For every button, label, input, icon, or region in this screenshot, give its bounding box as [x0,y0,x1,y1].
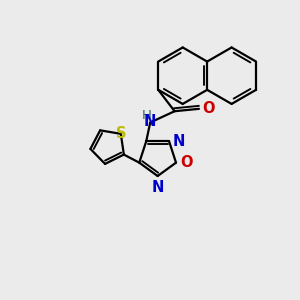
Text: O: O [180,155,192,170]
Text: N: N [144,114,156,129]
Text: O: O [202,101,214,116]
Text: S: S [116,126,126,141]
Text: N: N [152,181,164,196]
Text: N: N [172,134,185,148]
Text: H: H [142,110,152,122]
